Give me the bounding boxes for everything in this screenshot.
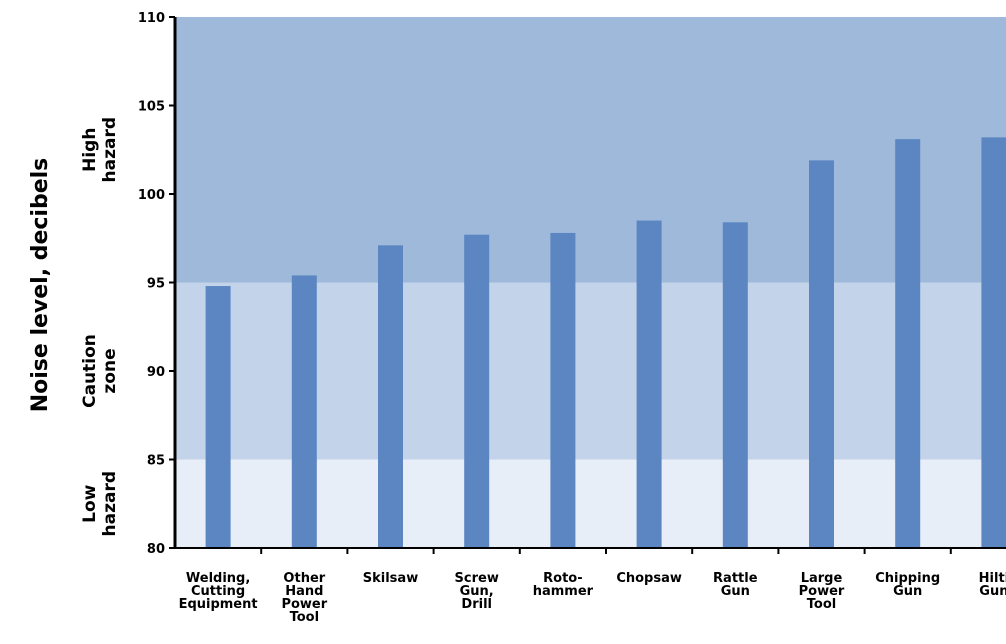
zone-label: Low hazard — [80, 471, 120, 537]
bar — [378, 245, 403, 548]
x-category-label: Welding, Cutting Equipment — [179, 571, 258, 612]
zone-label: High hazard — [80, 117, 120, 183]
zone-label-line: Low — [80, 484, 100, 523]
bar — [895, 139, 921, 548]
zone-label-line: hazard — [100, 471, 120, 537]
x-category-label: Large Power Tool — [799, 571, 845, 612]
y-tick-label: 95 — [147, 277, 165, 292]
zone-label-line: hazard — [100, 117, 120, 183]
x-category-label: HiltiGun — [979, 571, 1006, 599]
y-axis-label: Noise level, decibels — [28, 158, 53, 413]
x-category-label: Chopsaw — [616, 571, 682, 586]
y-tick-label: 110 — [138, 11, 165, 26]
zone-label-line: High — [80, 128, 100, 172]
y-tick-label: 80 — [147, 542, 165, 557]
y-tick-label: 85 — [147, 454, 165, 469]
zone-band — [175, 17, 1006, 283]
axes — [169, 16, 1006, 554]
zone-label-line: Caution — [80, 334, 100, 408]
x-category-label: Other Hand Power Tool — [281, 571, 327, 625]
zone-label: Caution zone — [80, 334, 120, 408]
zone-label-line: zone — [100, 348, 120, 393]
x-category-label: Skilsaw — [363, 571, 418, 586]
y-tick-label: 105 — [138, 100, 165, 115]
x-category-label: Roto-hammer — [533, 571, 594, 599]
x-category-label: Rattle Gun — [713, 571, 758, 599]
bar — [464, 234, 490, 548]
y-tick-label: 90 — [147, 365, 165, 380]
bar — [550, 232, 576, 548]
y-tick-label: 100 — [138, 188, 165, 203]
y-tick-labels: 80 85 90 95 100 105 110 — [138, 11, 165, 557]
bar — [636, 220, 662, 549]
bar — [722, 222, 748, 548]
bar-series — [205, 137, 1006, 549]
bar — [205, 286, 231, 548]
bar — [981, 137, 1006, 549]
x-category-label: Screw Gun, Drill — [455, 571, 499, 612]
bar — [291, 275, 317, 548]
x-category-label: Chipping Gun — [875, 571, 940, 599]
bar — [809, 160, 834, 548]
x-category-labels: Welding, Cutting Equipment Other Hand Power To… — [179, 571, 1006, 625]
